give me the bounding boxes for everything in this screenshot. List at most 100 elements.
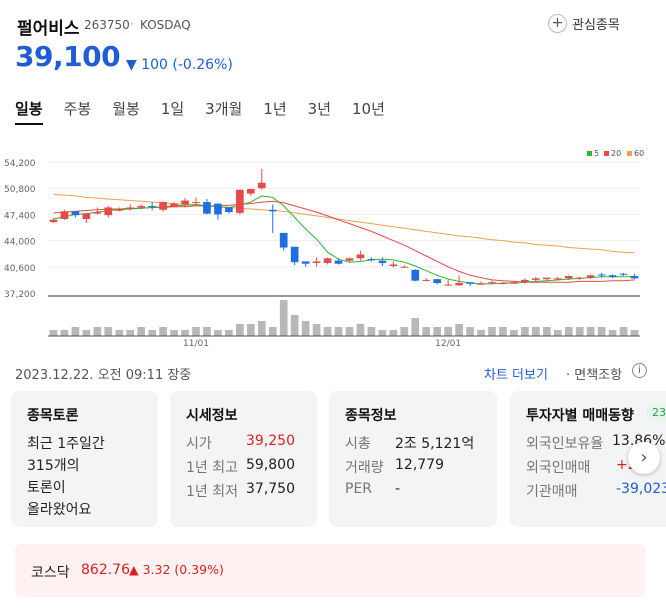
company-card[interactable]: 종목정보 시총 2조 5,121억 거래량 12,779 PER - [329,391,497,527]
candle-body [345,258,354,261]
index-name: 코스닥 [31,565,70,581]
candle-body [148,205,156,207]
volume-bar [433,327,442,336]
candle-body [400,266,409,268]
discussion-card[interactable]: 종목토론 최근 1주일간 315개의 토론이 올라왔어요 [11,391,158,527]
volume-bar [82,330,91,336]
candle-body [510,282,518,284]
per-label: PER [345,481,373,497]
volume-bar [477,330,485,336]
volume-bar [60,330,69,336]
volume-bar [93,327,102,336]
quotes-card[interactable]: 시세정보 시가 39,250 1년 최고 59,800 1년 최저 37,750 [170,391,317,527]
candle-body [488,282,496,284]
candle-body [564,276,573,279]
info-icon[interactable]: i [632,363,647,378]
candle-body [49,219,58,223]
chart-more-link[interactable]: 차트 더보기 [484,368,548,383]
volume-bar [214,330,222,336]
discussion-line1: 최근 1주일간 [27,436,105,452]
tab-10years[interactable]: 10년 [352,100,385,118]
volume-bar [236,324,244,336]
kosdaq-index-bar[interactable]: 코스닥 862.76 ▲ 3.32 (0.39%) [15,544,645,597]
volume-bar [192,327,200,336]
next-card-button[interactable]: › [628,442,660,474]
tab-3years[interactable]: 3년 [307,100,332,118]
tab-3months[interactable]: 3개월 [205,100,243,118]
discussion-title: 종목토론 [27,408,79,424]
high-row: 1년 최고 59,800 [186,457,295,477]
candle-body [542,277,551,280]
legend-label: 5 [594,149,599,158]
candle-body [203,202,211,214]
candle-body [137,205,146,208]
candle-body [367,259,376,261]
index-value: 862.76 [81,562,130,578]
candle-body [521,279,529,283]
volume-bar [411,318,420,336]
candle-body [126,207,135,210]
tab-1year[interactable]: 1년 [263,100,287,118]
volume-bar [542,327,551,336]
volume-bar [521,327,529,336]
volume-bar [422,327,431,336]
candle-body [225,207,233,213]
stock-name: 펄어비스 [17,19,80,39]
volume-bar [181,330,189,336]
legend-label: 20 [611,149,621,158]
volume-bar [400,327,409,336]
candle-body [236,189,244,213]
volume-bar [148,330,156,336]
volume-bar [575,327,584,336]
current-price: 39,100 [15,40,121,73]
volume-bar [532,327,540,336]
legend-swatch [587,151,592,156]
price-chart[interactable]: 54,200 50,800 47,400 44,000 40,600 37,200 11/0… [0,145,666,350]
volume-bar [49,330,58,336]
volume-bar [137,327,146,336]
candle-body [159,202,167,210]
high-label: 1년 최고 [186,460,238,476]
candle-body [532,278,540,280]
candle-body [422,279,431,281]
volume-label: 거래량 [345,460,384,476]
low-label: 1년 최저 [186,484,238,500]
candle-body [411,269,420,281]
market-label: KOSDAQ [140,18,191,32]
volume-bar [279,300,288,336]
company-title: 종목정보 [345,408,397,424]
tab-1day[interactable]: 1일 [160,100,185,118]
open-label: 시가 [186,436,212,452]
foreign-trade-label: 외국인매매 [526,460,591,476]
inst-trade-label: 기관매매 [526,484,578,500]
add-watchlist-button[interactable]: + 관심종목 [548,14,620,33]
price-change: ▼ 100 (-0.26%) [126,57,233,73]
tab-daily[interactable]: 일봉 [15,98,43,125]
y-tick-label: 54,200 [4,159,36,169]
tab-monthly[interactable]: 월봉 [112,100,140,118]
candle-body [597,274,606,276]
volume-bar [225,330,233,336]
candle-body [301,261,310,264]
candle-body [214,203,222,215]
plus-icon: + [548,14,567,33]
candle-body [608,275,617,277]
volume-bar [301,321,310,336]
volume-bar [257,321,266,336]
tab-weekly[interactable]: 주봉 [63,100,92,118]
investor-title: 투자자별 매매동향 [526,408,634,424]
y-tick-label: 47,400 [4,211,36,221]
foreign-ratio-label: 외국인보유율 [526,436,604,452]
volume-bar [312,324,321,336]
watchlist-label: 관심종목 [572,18,620,33]
candle-body [60,211,69,220]
candle-body [71,211,80,216]
candle-body [323,258,332,263]
volume-bar [444,327,452,336]
disclaimer-link[interactable]: · 면책조항 [566,368,623,383]
candle-body [586,275,595,278]
candle-body [268,209,277,212]
volume-value: 12,779 [395,457,444,473]
x-tick-label: 11/01 [183,339,209,349]
investor-date-badge: 23. [646,405,666,420]
